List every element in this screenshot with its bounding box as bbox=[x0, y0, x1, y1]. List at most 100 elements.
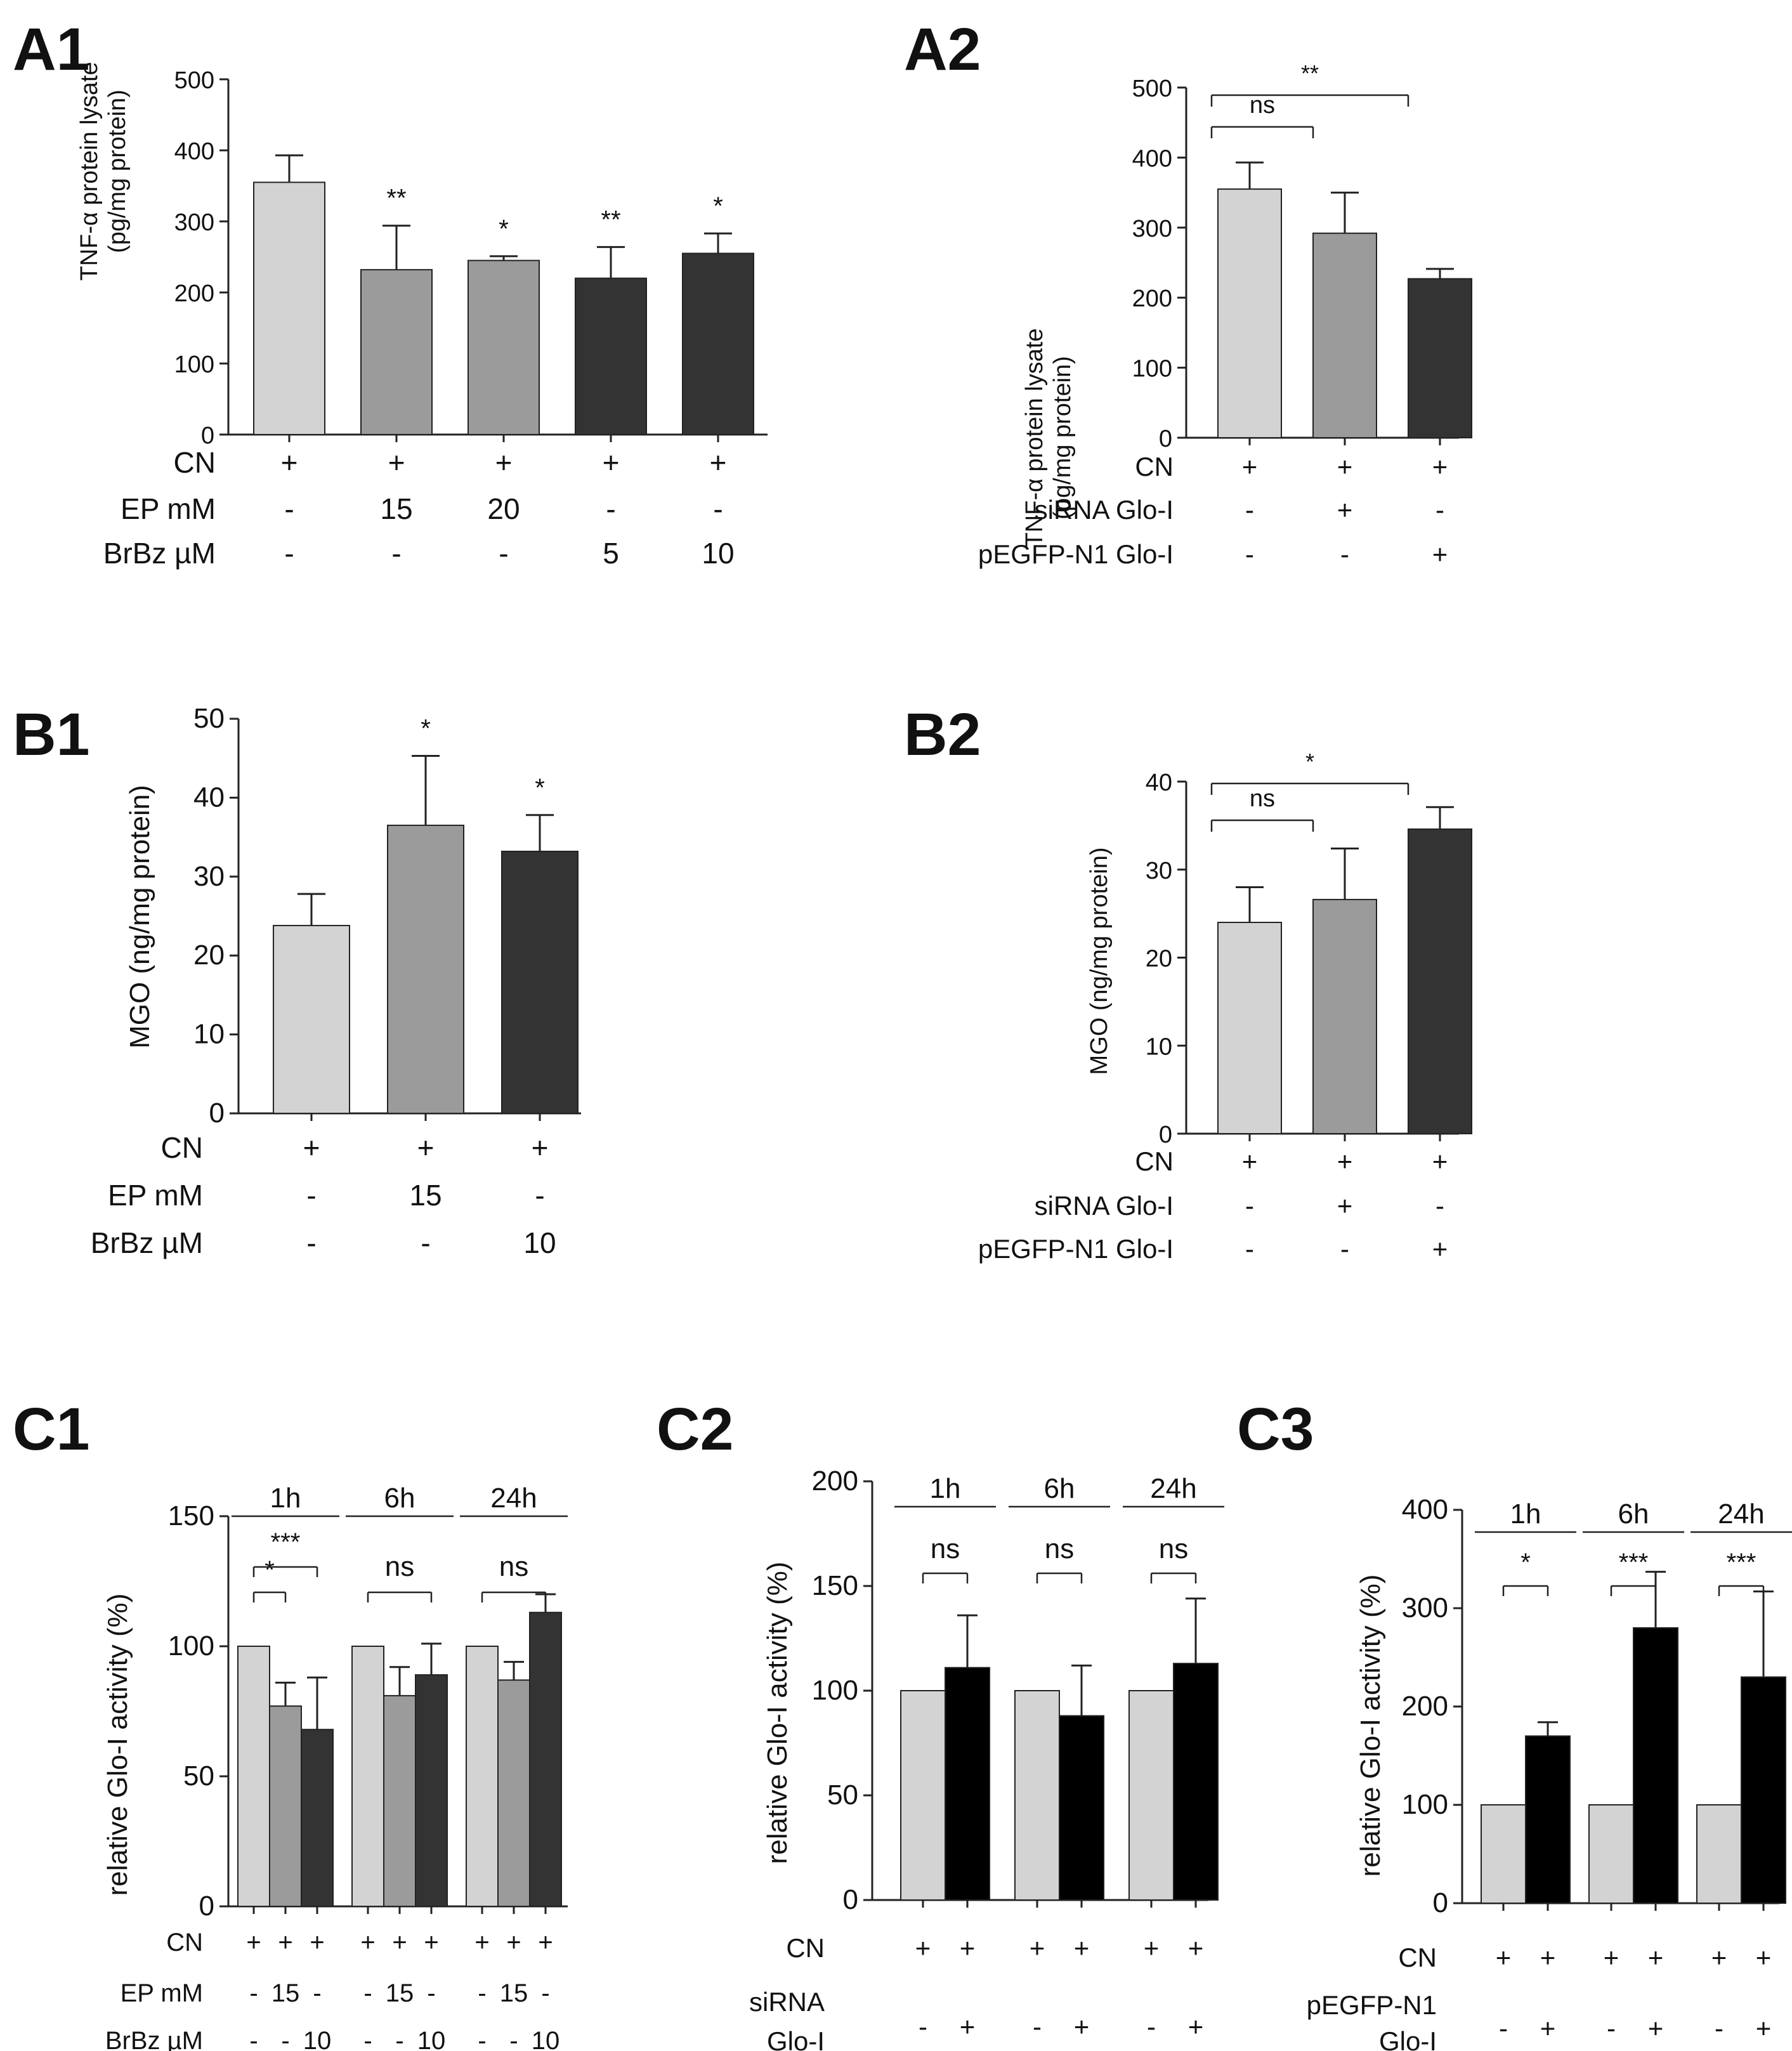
condition-label: CN bbox=[1398, 1943, 1437, 1972]
condition-value: 10 bbox=[417, 2027, 446, 2051]
bar-1h-1 bbox=[1525, 1735, 1571, 1904]
significance-label: *** bbox=[1727, 1549, 1756, 1576]
bar-1h-2 bbox=[301, 1729, 334, 1907]
bar-0 bbox=[253, 181, 325, 435]
condition-label: siRNA Glo-I bbox=[1035, 1191, 1174, 1221]
condition-value: + bbox=[710, 446, 727, 479]
group-label: 1h bbox=[1510, 1498, 1541, 1530]
significance-label: * bbox=[421, 714, 431, 742]
y-axis-label: TNF-α protein lysate (pg/mg protein) bbox=[76, 62, 131, 280]
condition-value: + bbox=[1030, 1933, 1045, 1963]
bar-6h-0 bbox=[351, 1646, 384, 1907]
bar-24h-1 bbox=[1173, 1663, 1219, 1901]
condition-value: + bbox=[281, 446, 298, 479]
panel-c1: C1 0 50 100 150 relative Glo-I activity (%) 1h… bbox=[13, 1396, 568, 2051]
y-tick-label: 50 bbox=[827, 1779, 858, 1811]
condition-value: + bbox=[603, 446, 620, 479]
condition-value: + bbox=[310, 1929, 324, 1956]
significance-label: * bbox=[1521, 1549, 1531, 1576]
bar-24h-0 bbox=[466, 1646, 499, 1907]
condition-value: - bbox=[1436, 495, 1444, 525]
significance-label: * bbox=[499, 215, 509, 243]
significance-label: * bbox=[535, 774, 545, 802]
y-tick-label: 500 bbox=[1132, 75, 1172, 102]
condition-value: - bbox=[541, 1979, 549, 2007]
condition-value: + bbox=[392, 1929, 407, 1956]
y-tick-label: 300 bbox=[174, 209, 214, 236]
condition-label: EP mM bbox=[121, 1979, 203, 2007]
significance-label: * bbox=[713, 192, 723, 220]
y-axis-label: relative Glo-I activity (%) bbox=[102, 1594, 133, 1896]
condition-value: 10 bbox=[532, 2027, 560, 2051]
bar-2 bbox=[501, 850, 579, 1114]
bar-1 bbox=[1312, 232, 1377, 438]
condition-value: + bbox=[1242, 1146, 1258, 1176]
bar-1h-1 bbox=[945, 1667, 990, 1901]
condition-value: + bbox=[960, 2012, 976, 2041]
panel-label: A2 bbox=[904, 16, 981, 83]
condition-value: + bbox=[1496, 1943, 1512, 1972]
condition-value: 15 bbox=[271, 1979, 300, 2007]
panel-label: C2 bbox=[657, 1396, 733, 1463]
significance-label: ns bbox=[385, 1551, 414, 1582]
condition-value: - bbox=[1607, 2014, 1616, 2043]
y-tick-label: 0 bbox=[1159, 1122, 1172, 1148]
condition-value: - bbox=[509, 2027, 518, 2051]
condition-value: + bbox=[1648, 2014, 1664, 2043]
y-tick-label: 0 bbox=[199, 1890, 214, 1922]
condition-value: 10 bbox=[523, 1226, 556, 1259]
significance-label: ns bbox=[1250, 785, 1275, 812]
condition-label: Glo-I bbox=[1379, 2026, 1437, 2051]
y-tick-label: 400 bbox=[174, 138, 214, 165]
bar-0 bbox=[273, 924, 350, 1114]
significance-label: * bbox=[1305, 749, 1314, 775]
condition-label: CN bbox=[786, 1933, 825, 1963]
y-tick-label: 200 bbox=[174, 280, 214, 307]
panel-label: B1 bbox=[13, 701, 89, 768]
condition-value: + bbox=[1188, 2012, 1204, 2041]
condition-label: siRNA bbox=[749, 1987, 825, 2017]
y-axis-label: relative Glo-I activity (%) bbox=[762, 1562, 793, 1864]
condition-value: - bbox=[427, 1979, 435, 2007]
y-tick-label: 100 bbox=[812, 1675, 858, 1706]
group-label: 6h bbox=[384, 1483, 415, 1514]
condition-value: - bbox=[1245, 539, 1254, 569]
bar-1 bbox=[387, 824, 464, 1114]
condition-value: - bbox=[1715, 2014, 1723, 2043]
condition-value: - bbox=[391, 537, 401, 570]
y-tick-label: 150 bbox=[168, 1500, 214, 1531]
condition-value: - bbox=[313, 1979, 321, 2007]
significance-label: ns bbox=[931, 1533, 960, 1564]
condition-value: - bbox=[249, 1979, 258, 2007]
condition-value: + bbox=[1432, 452, 1448, 482]
y-tick-label: 150 bbox=[812, 1570, 858, 1601]
y-axis-label-line: (pg/mg protein) bbox=[1049, 356, 1076, 520]
bar-2 bbox=[1408, 828, 1472, 1135]
y-axis-label-line: relative Glo-I activity (%) bbox=[1355, 1575, 1386, 1877]
condition-value: - bbox=[363, 2027, 372, 2051]
bar-2 bbox=[1408, 278, 1472, 438]
y-axis-label-line: relative Glo-I activity (%) bbox=[762, 1562, 793, 1864]
condition-value: - bbox=[606, 492, 615, 525]
condition-value: - bbox=[478, 2027, 486, 2051]
condition-value: + bbox=[360, 1929, 375, 1956]
condition-value: 15 bbox=[386, 1979, 414, 2007]
panel-a1: A1 0 100 200 300 400 500 TNF-α protein lysate (p… bbox=[13, 16, 768, 570]
bar-2 bbox=[468, 259, 540, 435]
bar-6h-1 bbox=[1059, 1715, 1104, 1901]
y-tick-label: 50 bbox=[183, 1760, 214, 1792]
y-tick-label: 0 bbox=[209, 1098, 225, 1129]
condition-value: - bbox=[1245, 1191, 1254, 1221]
y-axis-label-line: TNF-α protein lysate bbox=[1021, 328, 1048, 547]
condition-value: + bbox=[1540, 2014, 1556, 2043]
bar-1 bbox=[360, 269, 433, 435]
condition-label: pEGFP-N1 Glo-I bbox=[978, 539, 1174, 569]
group-label: 6h bbox=[1618, 1498, 1649, 1530]
condition-value: + bbox=[1711, 1943, 1727, 1972]
group-label: 1h bbox=[930, 1473, 961, 1504]
condition-value: - bbox=[478, 1979, 486, 2007]
condition-value: - bbox=[306, 1179, 316, 1212]
condition-value: 15 bbox=[500, 1979, 528, 2007]
condition-value: - bbox=[1436, 1191, 1444, 1221]
y-axis-label-line: MGO (ng/mg protein) bbox=[124, 785, 155, 1049]
